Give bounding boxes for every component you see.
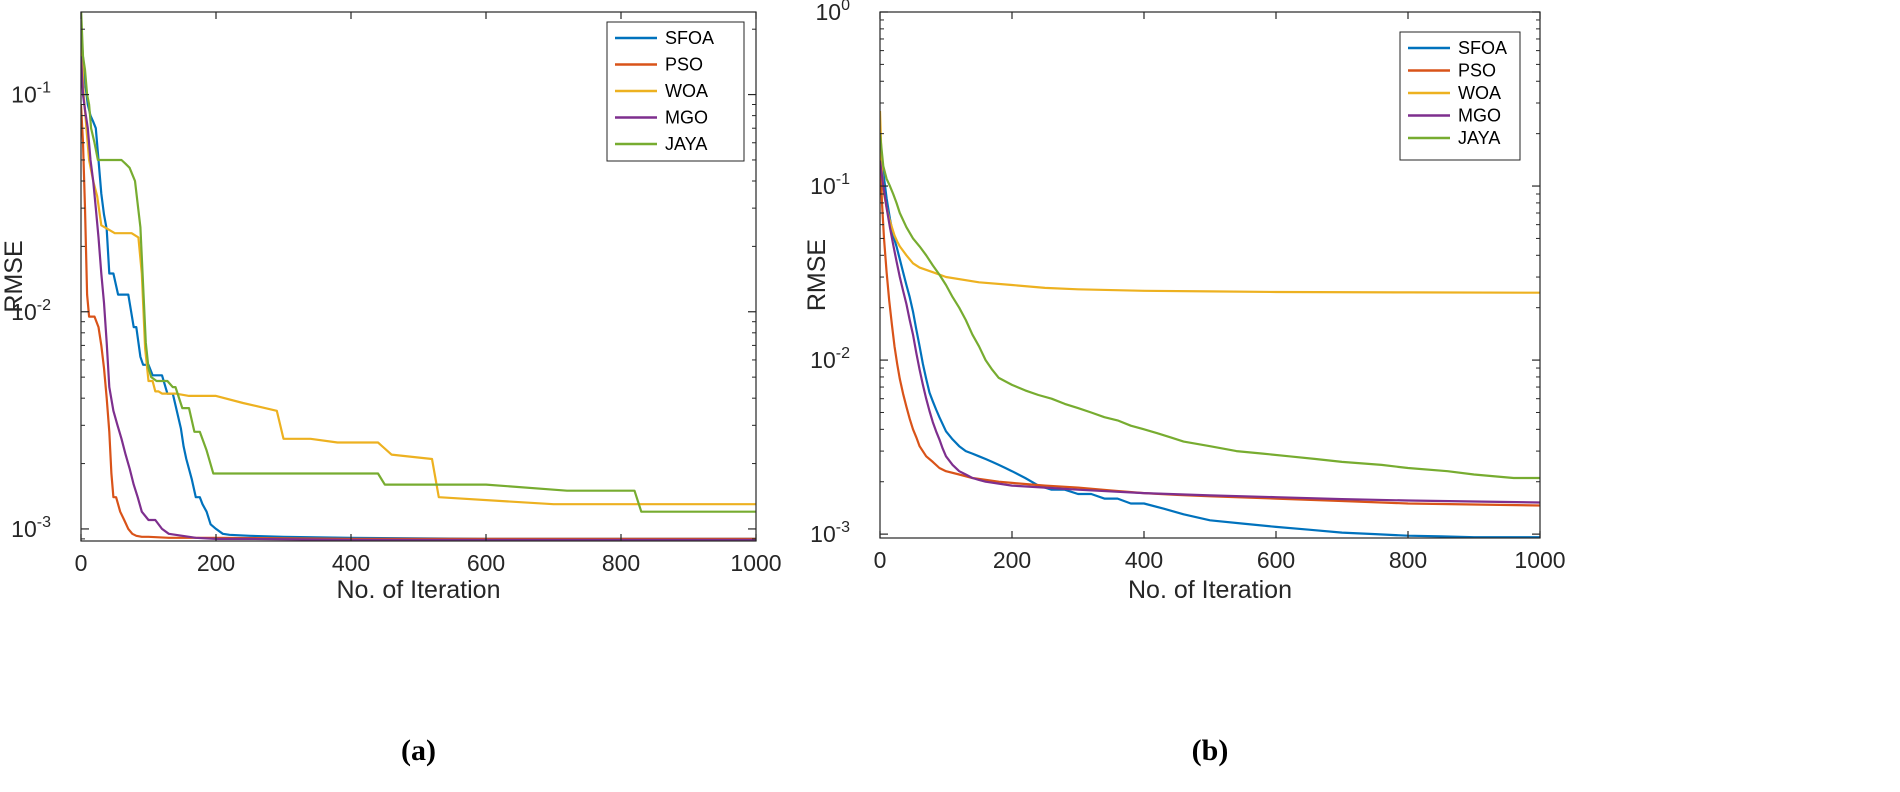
x-tick-label: 600: [467, 550, 505, 576]
series-line-mgo: [880, 160, 1540, 504]
legend-label-woa: WOA: [665, 81, 708, 101]
chart-panel-1: 0 200 400 600 800 1000 10-3 10-2 10-1 100 No. of I…: [803, 0, 1566, 767]
chart-panel-0: 0 200 400 600 800 1000 10-3 10-2 10-1 No. of Iter…: [0, 11, 782, 767]
legend-label-pso: PSO: [1458, 61, 1496, 81]
y-axis-label: RMSE: [803, 239, 831, 311]
x-axis-label: No. of Iteration: [1128, 576, 1292, 604]
series-line-jaya: [880, 133, 1540, 480]
legend-label-sfoa: SFOA: [665, 28, 714, 48]
x-tick-label: 200: [197, 550, 235, 576]
x-tick-label: 400: [1125, 547, 1163, 573]
y-axis-label: RMSE: [0, 240, 28, 312]
legend-label-mgo: MGO: [665, 108, 708, 128]
series-line-sfoa: [880, 137, 1540, 538]
y-tick-label: 100: [816, 0, 851, 25]
x-tick-label: 0: [75, 550, 88, 576]
series-line-pso: [880, 155, 1540, 507]
legend-label-mgo: MGO: [1458, 106, 1501, 126]
y-tick-label: 10-1: [11, 80, 51, 108]
series-line-sfoa: [81, 29, 756, 540]
legend-label-pso: PSO: [665, 55, 703, 75]
y-tick-label: 10-2: [11, 297, 51, 325]
y-tick-label: 10-3: [810, 519, 850, 547]
plot-area-box: [80, 11, 757, 542]
series-line-woa: [81, 29, 756, 506]
x-tick-label: 1000: [1514, 547, 1565, 573]
x-tick-label: 400: [332, 550, 370, 576]
x-tick-label: 800: [1389, 547, 1427, 573]
legend: SFOA PSO WOA MGO JAYA: [606, 21, 745, 162]
x-tick-label: 0: [874, 547, 887, 573]
y-tick-label: 10-1: [810, 171, 850, 199]
series-line-jaya: [81, 12, 756, 513]
x-axis-label: No. of Iteration: [337, 576, 501, 604]
panel-label: (b): [1192, 734, 1229, 767]
series-line-mgo: [81, 56, 756, 541]
x-tick-label: 800: [602, 550, 640, 576]
x-tick-label: 600: [1257, 547, 1295, 573]
y-tick-label: 10-2: [810, 345, 850, 373]
x-tick-label: 1000: [730, 550, 781, 576]
series-line-pso: [81, 104, 756, 540]
legend-label-woa: WOA: [1458, 83, 1501, 103]
plot-area-box: [879, 11, 1541, 539]
y-tick-label: 10-3: [11, 514, 51, 542]
legend-label-sfoa: SFOA: [1458, 38, 1507, 58]
legend-label-jaya: JAYA: [1458, 128, 1500, 148]
legend-label-jaya: JAYA: [665, 134, 707, 154]
panel-label: (a): [401, 734, 436, 767]
x-tick-label: 200: [993, 547, 1031, 573]
